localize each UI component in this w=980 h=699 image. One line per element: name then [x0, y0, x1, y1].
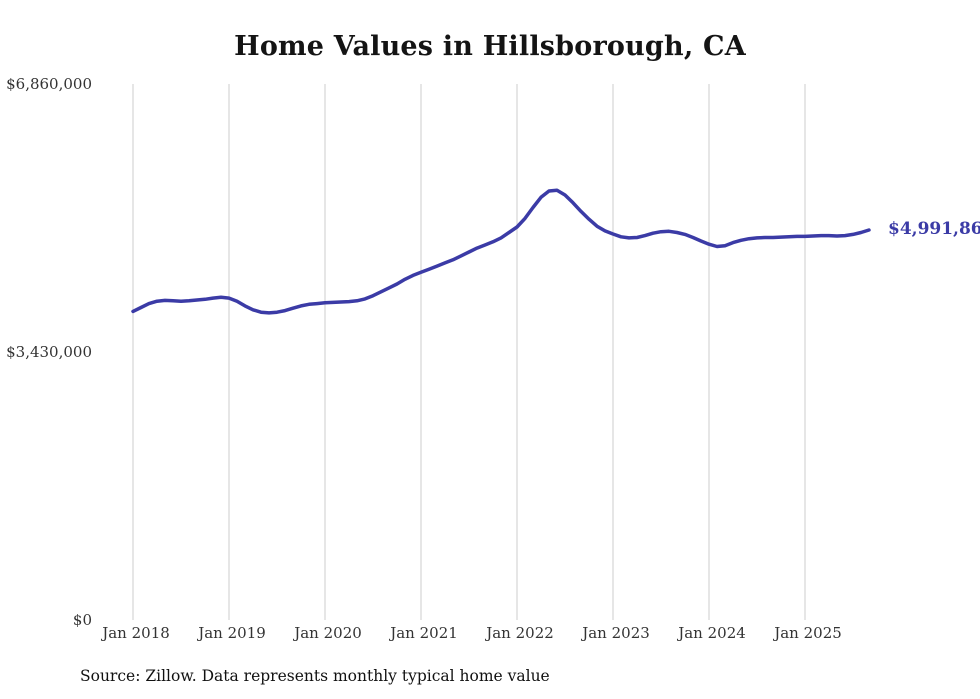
x-tick-label: Jan 2024	[678, 624, 746, 642]
home-value-line	[131, 188, 871, 315]
source-note: Source: Zillow. Data represents monthly …	[80, 667, 550, 685]
x-tick-label: Jan 2022	[486, 624, 554, 642]
x-tick-label: Jan 2018	[102, 624, 170, 642]
y-tick-label: $6,860,000	[6, 75, 92, 93]
latest-value-label: $4,991,862	[888, 218, 980, 239]
y-tick-label: $0	[72, 611, 92, 629]
x-tick-label: Jan 2020	[294, 624, 362, 642]
x-tick-label: Jan 2025	[774, 624, 842, 642]
y-tick-label: $3,430,000	[6, 343, 92, 361]
x-tick-label: Jan 2019	[198, 624, 266, 642]
x-tick-label: Jan 2023	[582, 624, 650, 642]
chart-title: Home Values in Hillsborough, CA	[234, 31, 746, 62]
x-tick-label: Jan 2021	[390, 624, 458, 642]
